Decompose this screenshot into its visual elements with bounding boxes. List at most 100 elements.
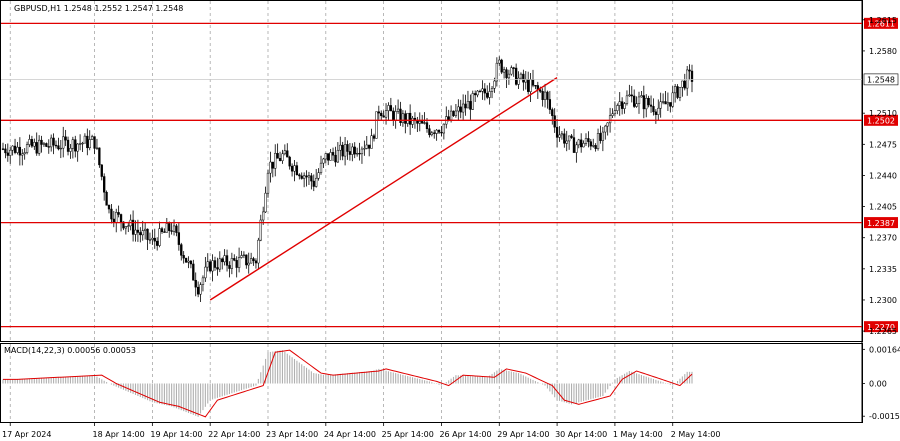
candle-body [40, 139, 43, 145]
level-price-label: 1.2611 [867, 20, 895, 29]
candle-body [577, 139, 580, 146]
candle-body [28, 139, 31, 145]
candle-body [322, 158, 325, 164]
candle-body [180, 244, 183, 256]
candle-body [343, 144, 347, 157]
candle-body [148, 239, 152, 241]
candle-body [498, 59, 501, 64]
candle-body [117, 212, 120, 215]
candle-body [370, 135, 373, 149]
time-tick-label: 1 May 14:00 [613, 430, 663, 439]
candle-body [122, 221, 125, 229]
candle-body [21, 153, 24, 156]
current-price-label: 1.2548 [867, 76, 895, 85]
candle-body [216, 267, 219, 270]
candle-body [596, 133, 600, 149]
candle-body [418, 121, 421, 124]
candle-body [315, 177, 318, 187]
candle-body [567, 135, 571, 142]
price-axis: 1.2615 1.2580 1.2510 1.2475 1.2440 1.2405 1.23… [862, 16, 900, 421]
candle-body [324, 153, 327, 160]
candle-body [81, 142, 84, 145]
candle-body [286, 150, 289, 158]
candle-body [146, 228, 149, 240]
candle-body [469, 101, 472, 110]
candle-body [295, 165, 299, 176]
level-price-tag [864, 321, 898, 333]
candle-body [124, 226, 128, 229]
candle-body [16, 146, 19, 153]
candle-body [464, 103, 467, 109]
candle-body [187, 260, 190, 263]
time-tick-label: 18 Apr 14:00 [93, 430, 145, 439]
candle-body [331, 152, 335, 156]
candle-body [433, 132, 436, 134]
candle-body [237, 257, 241, 268]
candle-body [657, 107, 660, 115]
candle-body [637, 96, 641, 104]
time-tick-label: 29 Apr 14:00 [497, 430, 549, 439]
candle-body [368, 144, 371, 149]
candle-body [298, 174, 301, 177]
candle-body [95, 147, 99, 149]
candle-body [447, 116, 450, 121]
chart-title: GBPUSD,H1 1.2548 1.2552 1.2547 1.2548 [14, 4, 183, 13]
candle-body [606, 122, 609, 127]
candle-body [565, 140, 568, 144]
price-tick-label: 1.2300 [869, 296, 897, 305]
time-tick-label: 26 Apr 14:00 [439, 430, 491, 439]
candle-body [196, 286, 200, 295]
candle-body [534, 85, 537, 87]
candle-body [440, 131, 443, 134]
candle-body [240, 255, 243, 258]
candle-body [676, 86, 679, 98]
candle-body [411, 117, 414, 125]
candle-body [358, 153, 361, 155]
candle-body [233, 258, 236, 261]
candle-body [476, 90, 479, 96]
candle-body [589, 141, 592, 147]
candle-body [623, 103, 626, 109]
candle-body [317, 172, 320, 179]
candle-body [262, 211, 265, 221]
candle-body [355, 153, 359, 155]
macd-histogram [2, 349, 693, 418]
candle-body [384, 110, 388, 118]
candle-body [649, 104, 653, 107]
candle-body [288, 156, 291, 167]
price-tick-label: 1.2510 [869, 109, 897, 118]
candle-body [245, 254, 248, 266]
overlays: 1.2548 [1, 73, 899, 301]
candle-body [671, 92, 674, 107]
candle-body [327, 153, 330, 161]
candle-body [421, 121, 424, 124]
candle-body [194, 279, 197, 288]
support-resistance-levels[interactable]: 1.2611 1.2502 1.2387 1.2270 [1, 17, 898, 333]
candle-body [57, 145, 60, 150]
candle-body [283, 150, 287, 155]
candle-body [690, 70, 694, 82]
candle-body [64, 136, 67, 141]
candle-body [570, 135, 573, 138]
candle-body [54, 144, 58, 147]
candle-body [103, 176, 106, 193]
candle-body [119, 214, 123, 223]
candle-body [558, 134, 561, 138]
candle-body [281, 153, 284, 161]
candle-body [608, 115, 612, 124]
candle-body [165, 223, 168, 233]
candle-body [647, 97, 650, 106]
candle-body [512, 67, 515, 69]
candle-body [584, 138, 588, 144]
candle-body [461, 103, 465, 113]
candle-body [168, 223, 171, 231]
trend-line[interactable] [209, 77, 558, 301]
candle-body [404, 113, 407, 124]
candle-body [105, 191, 108, 206]
candle-body [1, 148, 5, 150]
price-panel-frame [0, 0, 863, 342]
candle-body [9, 149, 12, 156]
candle-body [336, 149, 340, 163]
candle-body [35, 142, 38, 154]
price-tick-label: 1.2335 [869, 265, 897, 274]
